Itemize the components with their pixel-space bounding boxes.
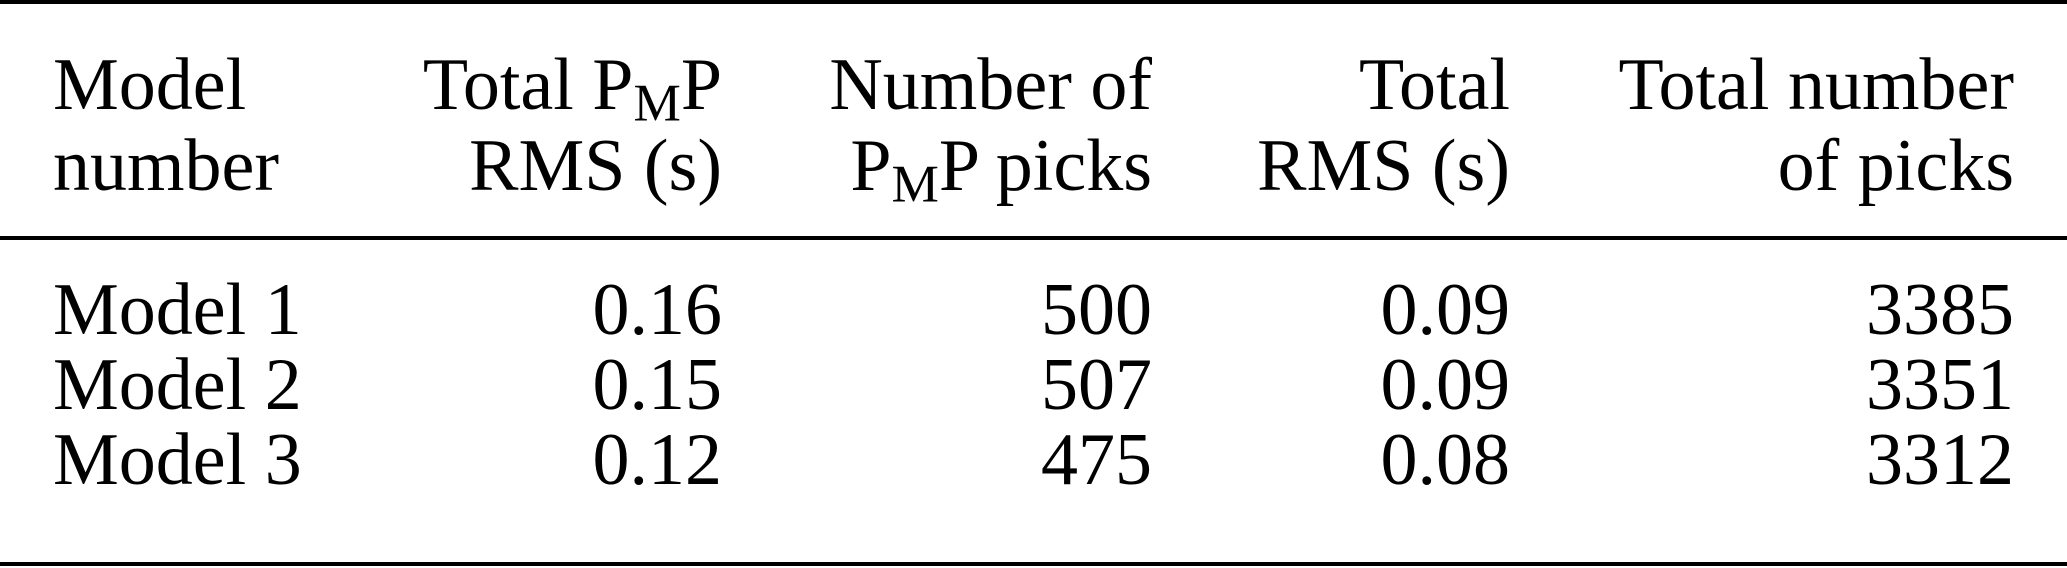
- header-text: RMS (s): [1257, 125, 1510, 207]
- cell-total-rms: 0.09: [1380, 269, 1511, 351]
- cell-pmp-rms: 0.15: [592, 344, 723, 426]
- cell-total-rms: 0.08: [1380, 419, 1511, 501]
- header-total-pmp-rms: Total PMP RMS (s): [423, 48, 722, 203]
- bottom-rule: [0, 562, 2067, 566]
- cell-model: Model 3: [53, 419, 302, 501]
- header-text: Model: [53, 44, 247, 126]
- header-text: number: [53, 125, 280, 207]
- header-text: RMS (s): [469, 125, 722, 207]
- cell-model: Model 2: [53, 344, 302, 426]
- header-total-number-picks: Total number of picks: [1618, 48, 2014, 203]
- header-rule: [0, 236, 2067, 240]
- cell-pmp-picks: 475: [1041, 419, 1152, 501]
- header-text: Total: [1359, 44, 1510, 126]
- cell-total-picks: 3351: [1866, 344, 2014, 426]
- header-number-pmp-picks: Number of PMP picks: [829, 44, 1152, 214]
- cell-pmp-picks: 507: [1041, 344, 1152, 426]
- header-text: Number of: [829, 44, 1152, 126]
- header-model-number: Model number: [53, 48, 279, 203]
- header-text: PMP picks: [850, 125, 1152, 214]
- cell-pmp-rms: 0.16: [592, 269, 723, 351]
- top-rule: [0, 0, 2067, 4]
- header-text: of picks: [1777, 125, 2014, 207]
- cell-total-rms: 0.09: [1380, 344, 1511, 426]
- cell-total-picks: 3385: [1866, 269, 2014, 351]
- header-total-rms: Total RMS (s): [1257, 48, 1510, 203]
- cell-model: Model 1: [53, 269, 302, 351]
- header-text: Total number: [1618, 44, 2014, 126]
- cell-pmp-rms: 0.12: [592, 419, 723, 501]
- cell-pmp-picks: 500: [1041, 269, 1152, 351]
- cell-total-picks: 3312: [1866, 419, 2014, 501]
- header-text: Total PMP: [422, 44, 722, 133]
